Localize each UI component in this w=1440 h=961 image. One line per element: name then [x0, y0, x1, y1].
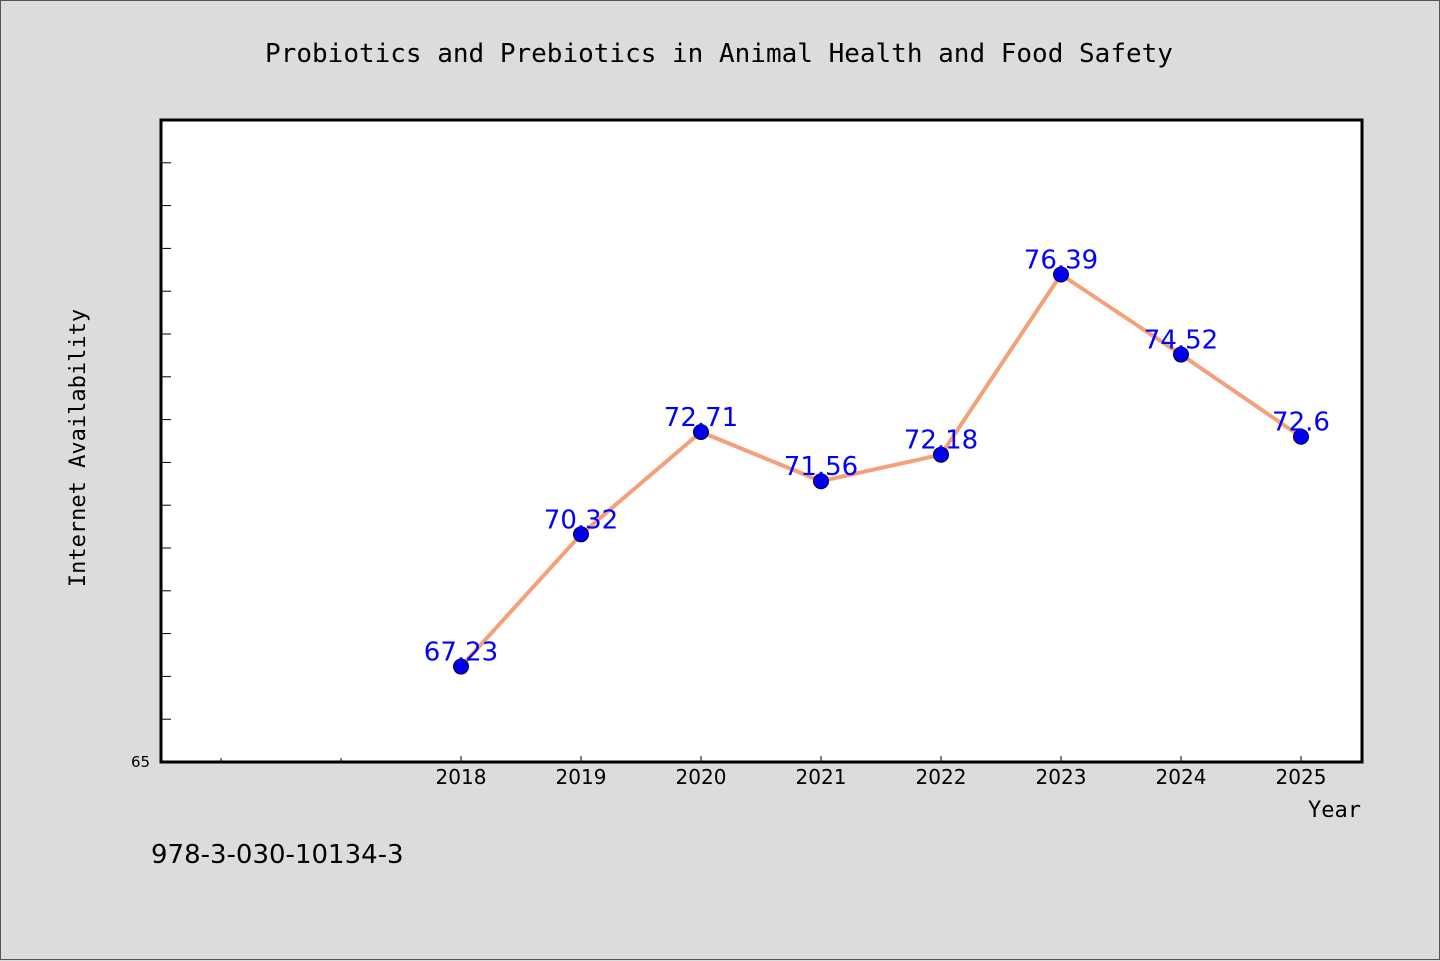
- x-axis-label: Year: [1308, 798, 1361, 823]
- plot-area: [159, 118, 1364, 764]
- data-point: [453, 658, 469, 675]
- x-tick-label: 2018: [436, 765, 487, 789]
- data-label: 72.71: [664, 403, 738, 433]
- y-axis-label: Internet Availability: [66, 309, 91, 587]
- series-group: 67.23 70.32 72.71 71.56 72.18 76.39 74.52 72.6: [424, 246, 1330, 675]
- y-tick-label-min: 65: [131, 753, 150, 771]
- y-axis-ticks: [161, 162, 171, 720]
- series-line: [459, 272, 1303, 668]
- x-tick-label: 2024: [1156, 765, 1207, 789]
- data-label: 67.23: [424, 638, 498, 668]
- data-point: [573, 526, 589, 543]
- data-point: [933, 446, 949, 463]
- data-point: [1293, 428, 1309, 445]
- data-point: [1173, 346, 1189, 363]
- x-tick-label: 2019: [556, 765, 607, 789]
- data-point: [813, 473, 829, 490]
- data-label: 76.39: [1024, 246, 1098, 276]
- data-label: 70.32: [544, 505, 618, 535]
- chart-title: Probiotics and Prebiotics in Animal Heal…: [265, 39, 1173, 69]
- x-tick-label: 2022: [916, 765, 967, 789]
- data-label: 74.52: [1144, 326, 1218, 356]
- isbn-footer: 978-3-030-10134-3: [151, 840, 404, 870]
- data-label: 72.6: [1272, 408, 1330, 438]
- data-point: [693, 424, 709, 441]
- data-label: 72.18: [904, 426, 978, 456]
- x-tick-label: 2021: [796, 765, 847, 789]
- x-tick-label: 2020: [676, 765, 727, 789]
- x-tick-label: 2025: [1276, 765, 1327, 789]
- data-point: [1053, 266, 1069, 283]
- x-axis-ticks: 2018 2019 2020 2021 2022 2023 2024 2025: [220, 756, 1327, 789]
- x-tick-label: 2023: [1036, 765, 1087, 789]
- data-label: 71.56: [784, 452, 858, 482]
